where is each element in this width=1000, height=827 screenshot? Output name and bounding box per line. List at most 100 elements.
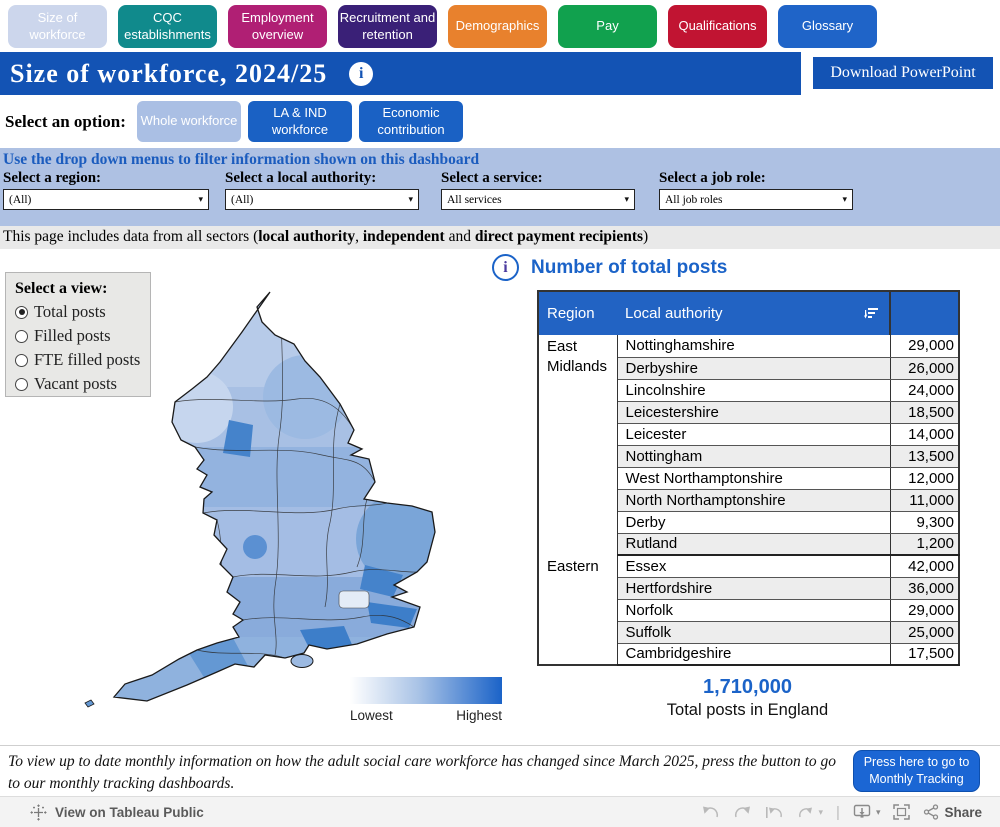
radio-icon[interactable]: [15, 329, 28, 343]
redo-icon[interactable]: [733, 805, 752, 820]
radio-icon[interactable]: [15, 377, 28, 391]
radio-filled-posts[interactable]: Filled posts: [15, 326, 141, 346]
column-header-value[interactable]: [889, 291, 959, 335]
local-authority-cell[interactable]: Rutland: [617, 533, 890, 556]
table-row[interactable]: West Northamptonshire 12,000: [538, 467, 959, 490]
la-ind-workforce-button[interactable]: LA & IND workforce: [248, 101, 352, 142]
table-row[interactable]: Cambridgeshire 17,500: [538, 643, 959, 666]
posts-value-cell[interactable]: 12,000: [889, 467, 959, 490]
chevron-down-icon[interactable]: ▾: [818, 806, 824, 817]
monthly-tracking-button[interactable]: Press here to go to Monthly Tracking: [853, 750, 980, 792]
tab-employment-overview[interactable]: Employment overview: [228, 5, 327, 48]
table-row[interactable]: Suffolk 25,000: [538, 621, 959, 644]
posts-value-cell[interactable]: 9,300: [889, 511, 959, 534]
fullscreen-icon[interactable]: [893, 804, 911, 820]
local-authority-cell[interactable]: North Northamptonshire: [617, 489, 890, 512]
undo-icon[interactable]: [701, 805, 720, 820]
view-selector-panel: Select a view: Total posts Filled posts …: [5, 272, 151, 397]
table-row[interactable]: East Midlands Nottinghamshire 29,000: [538, 335, 959, 555]
chevron-down-icon: ▾: [624, 194, 629, 204]
table-row[interactable]: Leicester 14,000: [538, 423, 959, 446]
local-authority-cell[interactable]: Derby: [617, 511, 890, 534]
tableau-toolbar: View on Tableau Public ▾ | ▾: [0, 796, 1000, 827]
local-authority-filter-dropdown[interactable]: (All) ▾: [225, 189, 419, 210]
table-row[interactable]: Rutland 1,200: [538, 533, 959, 556]
whole-workforce-button[interactable]: Whole workforce: [137, 101, 241, 142]
column-header-region[interactable]: Region: [538, 291, 617, 335]
chevron-down-icon: ▾: [408, 194, 413, 204]
tab-recruitment-retention[interactable]: Recruitment and retention: [338, 5, 437, 48]
local-authority-cell[interactable]: Nottingham: [617, 445, 890, 468]
england-choropleth-map[interactable]: [57, 277, 500, 720]
local-authority-cell[interactable]: Essex: [617, 555, 890, 578]
posts-value-cell[interactable]: 25,000: [889, 621, 959, 644]
tab-cqc-establishments[interactable]: CQC establishments: [118, 5, 217, 48]
radio-icon[interactable]: [15, 305, 28, 319]
page-title: Size of workforce, 2024/25: [10, 58, 328, 88]
local-authority-filter-label: Select a local authority:: [225, 170, 377, 186]
download-icon[interactable]: ▾: [853, 804, 881, 820]
local-authority-cell[interactable]: Lincolnshire: [617, 379, 890, 402]
local-authority-cell[interactable]: Cambridgeshire: [617, 643, 890, 666]
table-title-row: i Number of total posts: [492, 254, 727, 281]
title-info-icon[interactable]: i: [349, 61, 374, 86]
table-row[interactable]: Hertfordshire 36,000: [538, 577, 959, 600]
region-filter-dropdown[interactable]: (All) ▾: [3, 189, 209, 210]
posts-value-cell[interactable]: 29,000: [889, 335, 959, 358]
table-row[interactable]: Derbyshire 26,000: [538, 357, 959, 380]
local-authority-cell[interactable]: Leicester: [617, 423, 890, 446]
posts-value-cell[interactable]: 18,500: [889, 401, 959, 424]
tab-qualifications[interactable]: Qualifications: [668, 5, 767, 48]
table-info-icon[interactable]: i: [492, 254, 519, 281]
tab-pay[interactable]: Pay: [558, 5, 657, 48]
sort-icon[interactable]: [864, 307, 879, 320]
download-powerpoint-button[interactable]: Download PowerPoint: [813, 57, 993, 89]
local-authority-cell[interactable]: Leicestershire: [617, 401, 890, 424]
job-role-filter-dropdown[interactable]: All job roles ▾: [659, 189, 853, 210]
share-button[interactable]: Share: [923, 804, 982, 820]
local-authority-cell[interactable]: Nottinghamshire: [617, 335, 890, 358]
local-authority-cell[interactable]: West Northamptonshire: [617, 467, 890, 490]
posts-value-cell[interactable]: 17,500: [889, 643, 959, 666]
title-row: Size of workforce, 2024/25 i Download Po…: [0, 52, 1000, 95]
view-on-tableau-public[interactable]: View on Tableau Public: [30, 804, 204, 821]
table-row[interactable]: Derby 9,300: [538, 511, 959, 534]
local-authority-cell[interactable]: Norfolk: [617, 599, 890, 622]
local-authority-cell[interactable]: Hertfordshire: [617, 577, 890, 600]
refresh-icon[interactable]: ▾: [797, 805, 824, 820]
posts-value-cell[interactable]: 13,500: [889, 445, 959, 468]
tab-size-of-workforce[interactable]: Size of workforce: [8, 5, 107, 48]
table-row[interactable]: Norfolk 29,000: [538, 599, 959, 622]
posts-value-cell[interactable]: 26,000: [889, 357, 959, 380]
tab-demographics[interactable]: Demographics: [448, 5, 547, 48]
table-row[interactable]: Nottingham 13,500: [538, 445, 959, 468]
revert-icon[interactable]: [765, 805, 784, 820]
posts-value-cell[interactable]: 29,000: [889, 599, 959, 622]
table-row[interactable]: Leicestershire 18,500: [538, 401, 959, 424]
total-posts-label: Total posts in England: [666, 701, 829, 719]
table-row[interactable]: North Northamptonshire 11,000: [538, 489, 959, 512]
radio-total-posts[interactable]: Total posts: [15, 302, 141, 322]
radio-icon[interactable]: [15, 353, 28, 367]
posts-value-cell[interactable]: 14,000: [889, 423, 959, 446]
table-row[interactable]: Lincolnshire 24,000: [538, 379, 959, 402]
radio-fte-filled-posts[interactable]: FTE filled posts: [15, 350, 141, 370]
column-header-local-authority[interactable]: Local authority: [617, 291, 890, 335]
chevron-down-icon[interactable]: ▾: [875, 806, 881, 817]
economic-contribution-button[interactable]: Economic contribution: [359, 101, 463, 142]
posts-value-cell[interactable]: 11,000: [889, 489, 959, 512]
radio-vacant-posts[interactable]: Vacant posts: [15, 374, 141, 394]
posts-value-cell[interactable]: 42,000: [889, 555, 959, 578]
service-filter-dropdown[interactable]: All services ▾: [441, 189, 635, 210]
table-row[interactable]: Eastern Essex 42,000: [538, 555, 959, 665]
posts-value-cell[interactable]: 36,000: [889, 577, 959, 600]
local-authority-cell[interactable]: Derbyshire: [617, 357, 890, 380]
posts-value-cell[interactable]: 24,000: [889, 379, 959, 402]
toolbar-divider: |: [836, 803, 840, 821]
chevron-down-icon: ▾: [198, 194, 203, 204]
local-authority-cell[interactable]: Suffolk: [617, 621, 890, 644]
tab-glossary[interactable]: Glossary: [778, 5, 877, 48]
posts-value-cell[interactable]: 1,200: [889, 533, 959, 556]
filter-heading: Use the drop down menus to filter inform…: [3, 151, 480, 168]
sector-note-text: independent: [362, 228, 445, 245]
